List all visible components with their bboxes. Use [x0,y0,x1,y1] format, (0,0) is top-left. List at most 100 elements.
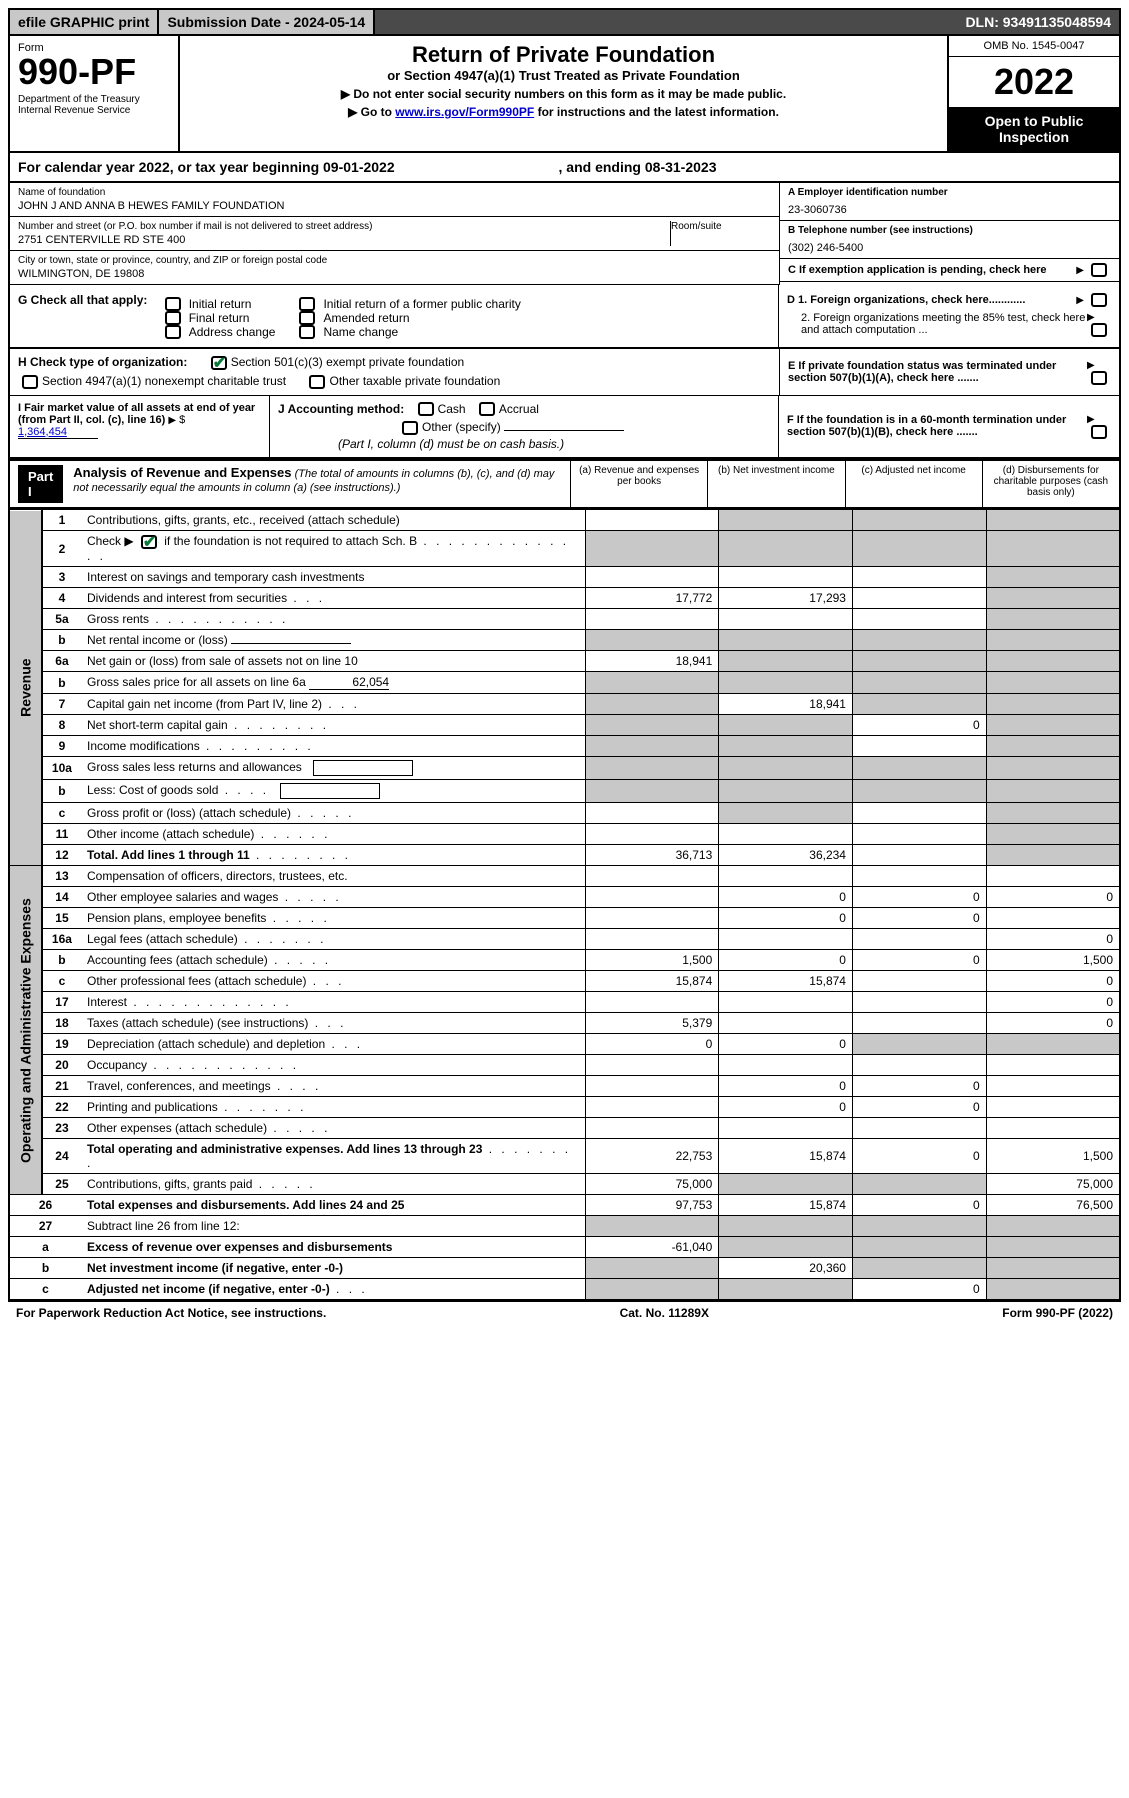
i-label: I Fair market value of all assets at end… [18,402,255,426]
r14-label: Other employee salaries and wages [87,890,278,904]
r19-a: 0 [585,1034,719,1055]
name-change-checkbox[interactable] [299,325,315,339]
city-label: City or town, state or province, country… [18,255,771,266]
r19-b: 0 [719,1034,853,1055]
r14-d: 0 [986,887,1120,908]
address-change-label: Address change [189,325,276,339]
501c3-checkbox[interactable] [211,356,227,370]
4947-label: Section 4947(a)(1) nonexempt charitable … [42,374,286,388]
final-return-checkbox[interactable] [165,311,181,325]
g-checks: Initial return Final return Address chan… [161,297,521,339]
r12-a: 36,713 [585,845,719,866]
r26-label: Total expenses and disbursements. Add li… [81,1195,585,1216]
r4-label: Dividends and interest from securities [87,591,287,605]
name-change-label: Name change [323,325,398,339]
exemption-checkbox[interactable] [1091,263,1107,277]
j-label: J Accounting method: [278,402,404,416]
r1-label: Contributions, gifts, grants, etc., rece… [81,510,585,531]
address-change-checkbox[interactable] [165,325,181,339]
col-b-head: (b) Net investment income [707,461,844,507]
section-f: F If the foundation is in a 60-month ter… [779,396,1119,458]
e-label: E If private foundation status was termi… [788,360,1056,384]
section-j: J Accounting method: Cash Accrual Other … [270,396,779,458]
r4-a: 17,772 [585,588,719,609]
initial-return-checkbox[interactable] [165,297,181,311]
r5b-label: Net rental income or (loss) [87,633,228,647]
top-bar: efile GRAPHIC print Submission Date - 20… [8,8,1121,36]
r27b-b: 20,360 [719,1258,853,1279]
submission-date: Submission Date - 2024-05-14 [159,10,375,34]
accrual-checkbox[interactable] [479,402,495,416]
schb-checkbox[interactable] [141,535,157,549]
r10b-box [280,783,380,799]
footer-right: Form 990-PF (2022) [1002,1306,1113,1320]
dln-value: 93491135048594 [1003,14,1111,30]
r16b-c: 0 [852,950,986,971]
f-checkbox[interactable] [1091,425,1107,439]
r8-label: Net short-term capital gain [87,718,228,732]
dln-label: DLN: [965,14,1002,30]
r5b-line [231,643,351,644]
arrow-icon [1087,413,1095,425]
d2-checkbox[interactable] [1091,323,1107,337]
r25-label: Contributions, gifts, grants paid [87,1177,252,1191]
section-h: H Check type of organization: Section 50… [8,349,1121,396]
form-header: Form 990-PF Department of the Treasury I… [8,36,1121,153]
501c3-label: Section 501(c)(3) exempt private foundat… [231,355,464,369]
part1-title: Analysis of Revenue and Expenses [73,465,291,480]
r10b-label: Less: Cost of goods sold [87,783,218,797]
r21-b: 0 [719,1076,853,1097]
ein-value: 23-3060736 [788,204,1111,216]
f-label: F If the foundation is in a 60-month ter… [787,414,1066,438]
r18-a: 5,379 [585,1013,719,1034]
r18-d: 0 [986,1013,1120,1034]
dln: DLN: 93491135048594 [957,10,1119,34]
part1-header-row: Part I Analysis of Revenue and Expenses … [8,459,1121,509]
r26-a: 97,753 [585,1195,719,1216]
department: Department of the Treasury Internal Reve… [18,94,170,116]
r21-label: Travel, conferences, and meetings [87,1079,271,1093]
city-cell: City or town, state or province, country… [10,251,779,285]
info-grid: Name of foundation JOHN J AND ANNA B HEW… [8,183,1121,285]
r24-a: 22,753 [585,1139,719,1174]
part1-label-cell: Part I Analysis of Revenue and Expenses … [10,461,570,507]
phone-label: B Telephone number (see instructions) [788,225,973,236]
cash-checkbox[interactable] [418,402,434,416]
h-label: H Check type of organization: [18,355,187,369]
e-checkbox[interactable] [1091,371,1107,385]
r11-label: Other income (attach schedule) [87,827,254,841]
arrow-icon [1087,311,1095,323]
r16b-a: 1,500 [585,950,719,971]
amended-return-checkbox[interactable] [299,311,315,325]
section-i: I Fair market value of all assets at end… [10,396,270,458]
note-ssn: ▶ Do not enter social security numbers o… [188,87,939,101]
exemption-cell: C If exemption application is pending, c… [780,259,1119,282]
note2-pre: ▶ Go to [348,105,395,119]
col-d-head: (d) Disbursements for charitable purpose… [982,461,1119,507]
ein-cell: A Employer identification number 23-3060… [780,183,1119,221]
d1-checkbox[interactable] [1091,293,1107,307]
part1-badge: Part I [18,465,63,503]
other-taxable-label: Other taxable private foundation [329,374,500,388]
initial-former-checkbox[interactable] [299,297,315,311]
irs-link[interactable]: www.irs.gov/Form990PF [395,105,534,119]
footer-mid: Cat. No. 11289X [620,1306,709,1320]
r9-label: Income modifications [87,739,200,753]
other-taxable-checkbox[interactable] [309,375,325,389]
phone-value: (302) 246-5400 [788,242,1111,254]
omb-number: OMB No. 1545-0047 [949,36,1119,57]
r24-c: 0 [852,1139,986,1174]
r16c-d: 0 [986,971,1120,992]
r27b-label: Net investment income (if negative, ente… [81,1258,585,1279]
r27c-label: Adjusted net income (if negative, enter … [87,1282,330,1296]
fmv-link[interactable]: 1,364,454 [18,426,98,439]
r15-b: 0 [719,908,853,929]
cal-pre: For calendar year 2022, or tax year begi… [18,159,323,175]
4947-checkbox[interactable] [22,375,38,389]
phone-cell: B Telephone number (see instructions) (3… [780,221,1119,259]
r16c-b: 15,874 [719,971,853,992]
foundation-name: JOHN J AND ANNA B HEWES FAMILY FOUNDATIO… [18,200,771,212]
topbar-spacer [375,10,957,34]
other-method-checkbox[interactable] [402,421,418,435]
r19-label: Depreciation (attach schedule) and deple… [87,1037,325,1051]
